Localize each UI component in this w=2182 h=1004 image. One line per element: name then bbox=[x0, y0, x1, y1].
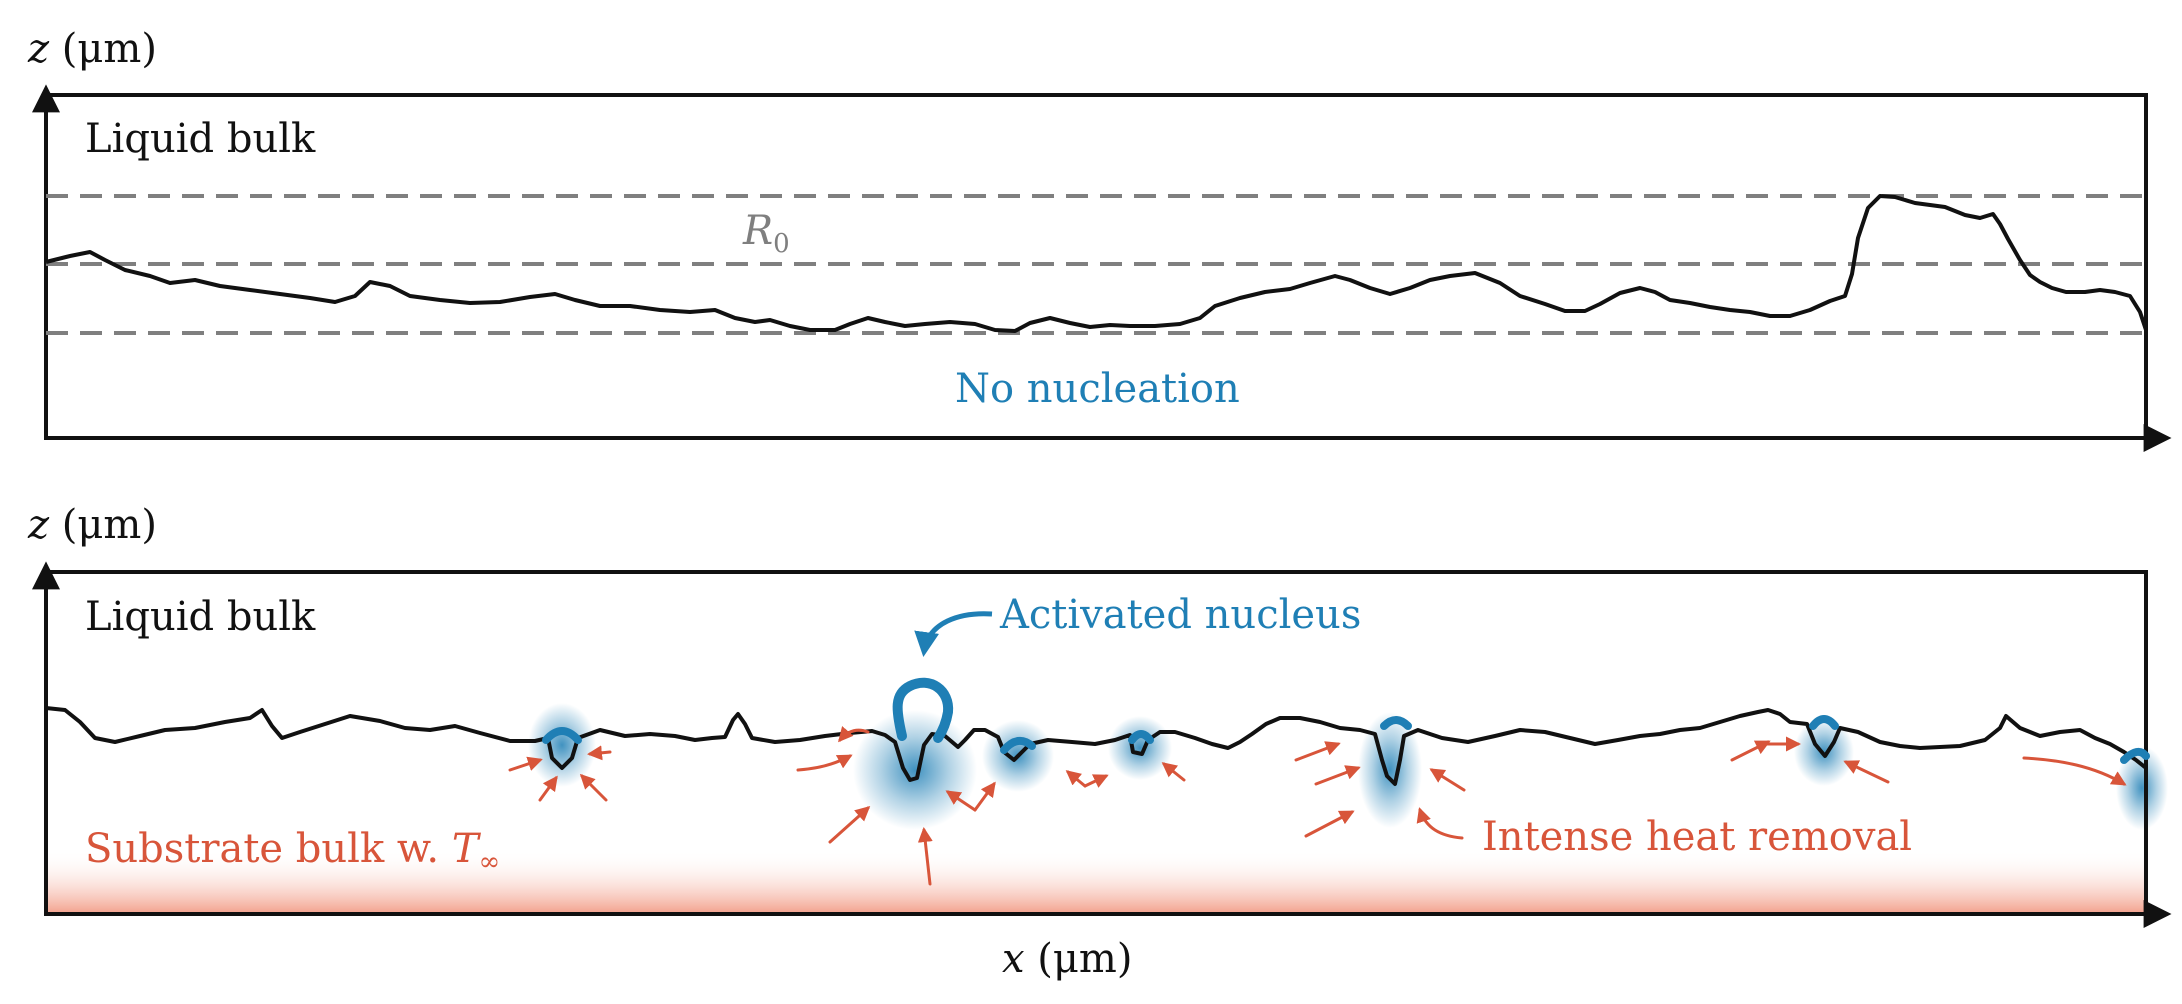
heat-arrow bbox=[838, 726, 870, 743]
heat-arrow bbox=[1314, 765, 1361, 786]
nucleation-glow bbox=[1358, 712, 1422, 828]
nucleus-cap bbox=[1000, 736, 1036, 754]
nucleus-cap bbox=[2120, 747, 2150, 764]
top-liquid-bulk-label: Liquid bulk bbox=[85, 116, 316, 162]
bottom-surface-profile bbox=[45, 706, 2148, 786]
heat-arrow bbox=[1083, 774, 1109, 788]
substrate-bulk-label: Substrate bulk w. T∞ bbox=[85, 826, 500, 877]
activated-nucleus-pointer bbox=[914, 611, 993, 657]
nucleus-cap bbox=[1128, 730, 1154, 744]
reference-lines bbox=[46, 194, 2146, 335]
heat-arrow bbox=[1161, 762, 1186, 782]
no-nucleation-label: No nucleation bbox=[955, 366, 1240, 412]
heat-arrow bbox=[1429, 768, 1466, 792]
activated-nucleus-bubble bbox=[892, 677, 954, 743]
bottom-z-axis-label: z (μm) bbox=[27, 502, 157, 548]
top-surface-profile bbox=[45, 194, 2148, 333]
heat-arrow bbox=[796, 754, 853, 772]
top-z-axis-label: z (μm) bbox=[27, 26, 157, 72]
heat-arrow bbox=[917, 827, 933, 886]
intense-heat-removal-label: Intense heat removal bbox=[1482, 814, 1912, 860]
heat-arrow bbox=[587, 745, 612, 761]
heat-arrow bbox=[973, 781, 996, 812]
x-axis-label: x (μm) bbox=[1002, 936, 1132, 982]
reference-radius-label: R0 bbox=[742, 208, 790, 259]
nucleation-glow bbox=[853, 710, 977, 830]
activated-nucleus-label: Activated nucleus bbox=[999, 592, 1361, 638]
nucleation-glow bbox=[528, 703, 596, 787]
heat-arrow bbox=[1416, 807, 1464, 840]
nucleation-glow bbox=[1108, 716, 1172, 780]
nucleus-cap bbox=[1809, 715, 1839, 730]
heat-arrow bbox=[508, 756, 543, 772]
heat-arrow bbox=[1730, 740, 1771, 762]
heat-arrow bbox=[579, 773, 608, 802]
nucleation-glow bbox=[2116, 746, 2168, 830]
heat-arrow bbox=[538, 775, 558, 802]
heat-arrow bbox=[1843, 760, 1890, 784]
substrate-heat-gradient bbox=[46, 850, 2146, 914]
nucleation-site-glows bbox=[528, 703, 2168, 830]
heat-arrow bbox=[2022, 756, 2127, 786]
heat-arrow bbox=[1065, 770, 1087, 788]
heat-flux-arrows bbox=[508, 726, 2127, 886]
heat-arrow bbox=[945, 790, 977, 812]
top-panel: z (μm) Liquid bulk R0 No nucleation bbox=[27, 26, 2172, 452]
nucleus-cap bbox=[1380, 716, 1412, 730]
nucleus-cap bbox=[542, 727, 582, 744]
heat-arrow bbox=[828, 805, 871, 844]
heat-arrow bbox=[1294, 741, 1341, 762]
bottom-panel: z (μm) Liquid bulk Activated nucleus Sub… bbox=[27, 502, 2172, 982]
bottom-liquid-bulk-label: Liquid bulk bbox=[85, 594, 316, 640]
heat-arrow bbox=[1304, 810, 1355, 838]
nucleus-caps bbox=[542, 715, 2150, 764]
